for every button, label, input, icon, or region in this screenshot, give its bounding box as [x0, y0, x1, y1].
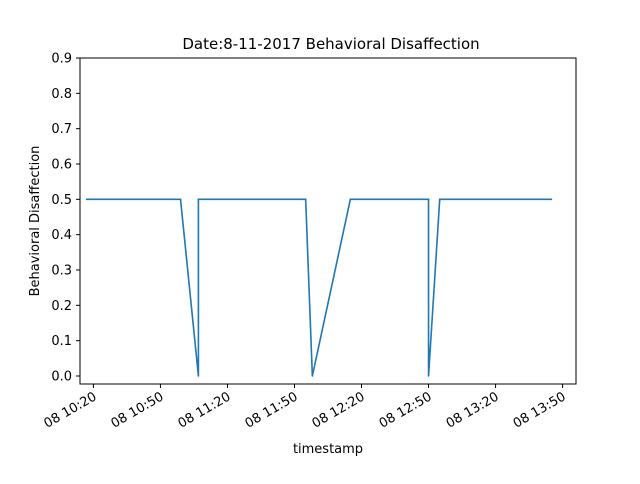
data-point	[304, 198, 307, 201]
data-point	[311, 375, 314, 377]
y-tick-label: 0.8	[51, 87, 72, 102]
y-tick-label: 0.4	[51, 228, 72, 243]
chart-title: Date:8-11-2017 Behavioral Disaffection	[182, 35, 479, 53]
axes-frame	[79, 57, 577, 385]
data-point	[550, 198, 553, 201]
data-point	[427, 198, 430, 201]
data-point	[179, 198, 182, 201]
y-tick-label: 0.2	[51, 299, 72, 314]
y-tick-label: 0.1	[51, 334, 72, 349]
y-tick-label: 0.3	[51, 264, 72, 279]
y-tick-label: 0.5	[51, 193, 72, 208]
plot-layer	[85, 198, 553, 377]
y-tick-label: 0.0	[51, 370, 72, 385]
data-point	[197, 375, 200, 377]
x-axis-label: timestamp	[293, 442, 363, 457]
y-tick-label: 0.6	[51, 158, 72, 173]
y-axis-ticks: 0.0 0.1 0.2 0.3 0.4 0.5 0.6 0.7 0.8 0.9	[51, 52, 80, 385]
y-tick-label: 0.7	[51, 122, 72, 137]
y-axis-label: Behavioral Disaffection	[28, 146, 43, 297]
data-point	[427, 375, 430, 377]
data-point	[85, 198, 88, 201]
data-point	[438, 198, 441, 201]
y-tick-label: 0.9	[51, 52, 72, 67]
data-point	[349, 198, 352, 201]
data-point	[197, 198, 200, 201]
